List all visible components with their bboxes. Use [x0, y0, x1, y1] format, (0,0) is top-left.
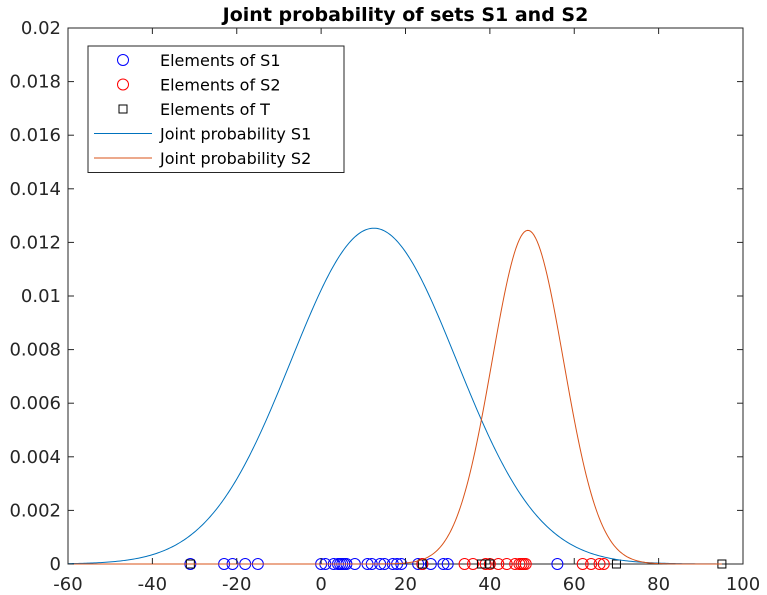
data-point [492, 558, 505, 570]
data-point [458, 558, 471, 570]
legend-item: Elements of S2 [117, 76, 281, 95]
data-point [551, 558, 564, 570]
legend-item: Joint probability S1 [94, 125, 311, 144]
legend-label: Elements of T [160, 100, 270, 119]
y-tick-label: 0.018 [9, 72, 61, 93]
y-tick-label: 0.014 [9, 179, 61, 200]
x-tick-label: -60 [53, 574, 82, 595]
legend-label: Elements of S2 [160, 76, 281, 95]
x-tick-label: 100 [726, 574, 760, 595]
y-tick-label: 0.01 [21, 286, 61, 307]
legend-box [87, 45, 345, 173]
series-line [67, 227, 722, 565]
legend-swatch [118, 104, 128, 114]
series-3 [67, 227, 722, 565]
y-tick-label: 0.02 [21, 18, 61, 39]
data-point [576, 558, 589, 570]
legend-label: Joint probability S1 [159, 125, 311, 144]
y-tick-label: 0.008 [9, 340, 61, 361]
y-axis: 0 0.002 0.004 0.006 0.008 0.01 0.012 0.014 0.016… [9, 18, 743, 575]
y-tick-label: 0 [50, 554, 61, 575]
x-tick-label: 0 [315, 574, 326, 595]
x-tick-label: -40 [138, 574, 167, 595]
x-tick-label: 60 [563, 574, 586, 595]
data-point [585, 558, 598, 570]
data-point [593, 558, 606, 570]
series-1 [416, 558, 610, 570]
y-tick-label: 0.004 [9, 447, 61, 468]
legend-label: Joint probability S2 [159, 149, 311, 168]
legend-label: Elements of S1 [160, 51, 281, 70]
data-point [424, 558, 437, 570]
data-point [416, 558, 429, 570]
x-tick-label: 40 [478, 574, 501, 595]
legend-item: Joint probability S2 [94, 149, 311, 168]
data-point [479, 558, 492, 570]
y-tick-label: 0.002 [9, 500, 61, 521]
legend-swatch [117, 78, 129, 91]
y-tick-label: 0.012 [9, 232, 61, 253]
data-point [500, 558, 513, 570]
data-point [611, 559, 621, 569]
data-point [519, 558, 532, 570]
series-line [68, 229, 722, 565]
series-4 [68, 229, 722, 565]
x-tick-label: 20 [394, 574, 417, 595]
data-point [412, 558, 425, 570]
legend-item: Elements of T [118, 100, 270, 119]
legend-swatch [117, 54, 129, 66]
x-tick-label: -20 [222, 574, 251, 595]
x-axis: -60 -40 -20 0 20 40 60 80 100 [53, 28, 760, 595]
chart-title: Joint probability of sets S1 and S2 [221, 4, 589, 26]
legend-item: Elements of S1 [117, 51, 281, 70]
data-point [467, 558, 479, 570]
data-point [437, 558, 450, 570]
data-point [441, 558, 454, 570]
data-point [597, 558, 610, 570]
legend: Elements of S1 Elements of S2 Elements of … [87, 45, 345, 173]
y-tick-label: 0.006 [9, 393, 61, 414]
y-tick-label: 0.016 [9, 125, 61, 146]
x-tick-label: 80 [647, 574, 670, 595]
